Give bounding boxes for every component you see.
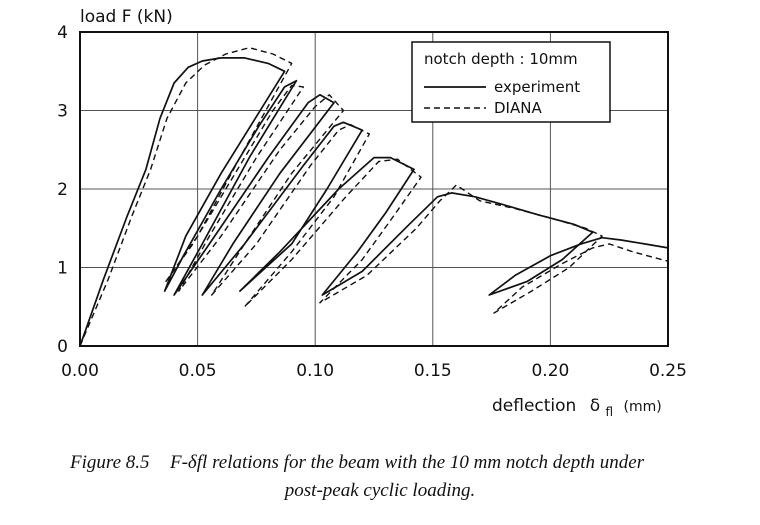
y-tick-label: 1 (57, 259, 68, 279)
legend-entry-experiment: experiment (494, 78, 580, 96)
x-axis-label-unit: (mm) (624, 399, 662, 415)
y-axis-label: load F (kN) (80, 7, 173, 27)
legend: notch depth : 10mm experiment DIANA (411, 41, 611, 123)
x-tick-label: 0.15 (414, 361, 452, 381)
tick-labels: 0.00 0.05 0.10 0.15 0.20 0.25 0 1 2 3 4 (57, 23, 687, 381)
y-tick-label: 3 (57, 102, 68, 122)
legend-title: notch depth : 10mm (424, 50, 578, 68)
y-tick-label: 2 (57, 180, 68, 200)
figure-caption-line2: post-peak cyclic loading. (284, 480, 476, 501)
series-layer (79, 47, 669, 347)
x-axis-label-symbol: δ (590, 396, 600, 416)
y-tick-label: 0 (57, 337, 68, 357)
figure-caption-text: F-δfl relations for the beam with the 10… (170, 452, 645, 473)
legend-entry-diana: DIANA (494, 99, 542, 117)
x-tick-label: 0.05 (179, 361, 217, 381)
x-tick-label: 0.25 (649, 361, 687, 381)
x-axis-label: deflection δ fl (mm) (492, 396, 662, 421)
figure-caption-line1: Figure 8.5 F-δfl relations for the beam w… (70, 452, 760, 474)
figure-label: Figure 8.5 (70, 452, 150, 473)
x-axis-label-main: deflection (492, 396, 576, 416)
series-diana-line (79, 47, 669, 347)
y-tick-label: 4 (57, 23, 68, 43)
plot-frame (79, 31, 669, 347)
x-axis-label-sub: fl (606, 405, 614, 419)
x-tick-label: 0.10 (296, 361, 334, 381)
x-tick-label: 0.00 (61, 361, 99, 381)
x-tick-label: 0.20 (531, 361, 569, 381)
legend-box (411, 41, 611, 123)
